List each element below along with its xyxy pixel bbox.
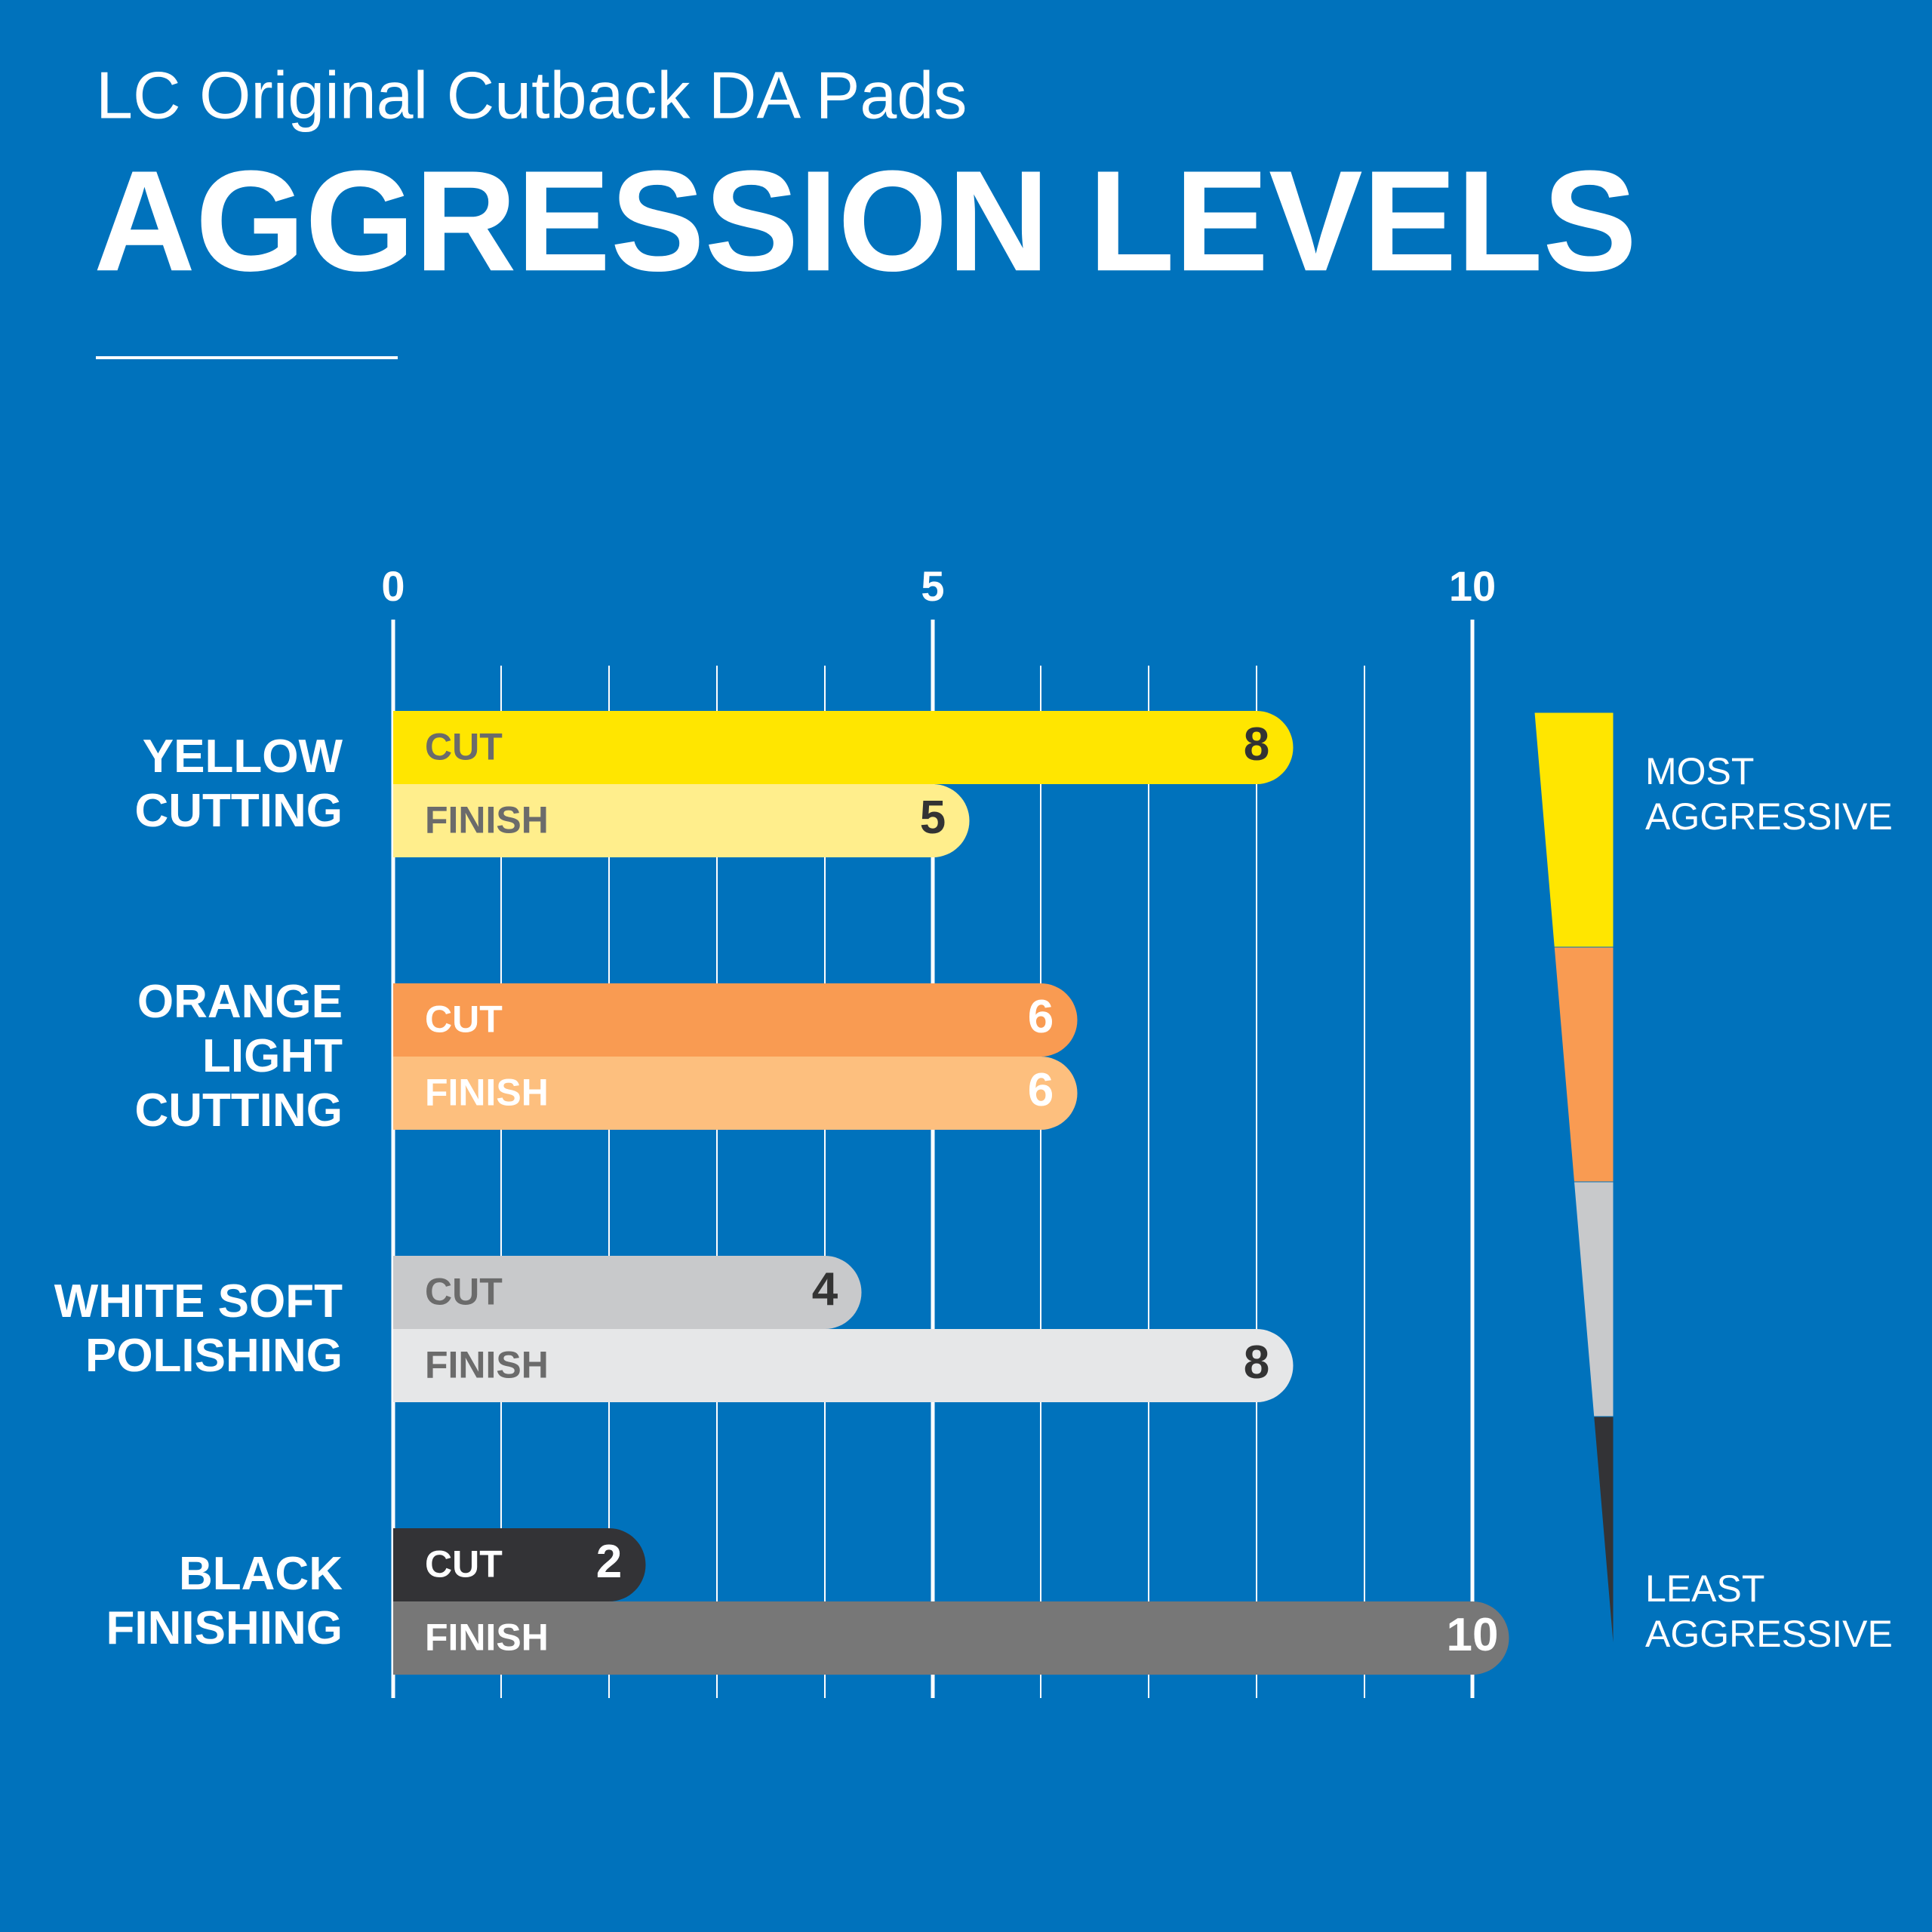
- x-tick-label: 5: [921, 562, 944, 610]
- legend-top-label: MOST AGGRESSIVE: [1645, 750, 1893, 838]
- bar-series-label: FINISH: [425, 1617, 549, 1659]
- subtitle: LC Original Cutback DA Pads: [96, 57, 967, 132]
- chart-title: AGGRESSION LEVELS: [94, 141, 1637, 301]
- value-label: 6: [1028, 1064, 1054, 1116]
- legend-bottom-label: LEAST AGGRESSIVE: [1645, 1567, 1893, 1655]
- bar-series-label: CUT: [425, 726, 503, 768]
- legend-wedge-segment: [1534, 712, 1614, 948]
- bar-series-label: CUT: [425, 1271, 503, 1313]
- legend-wedge-segment: [1553, 946, 1614, 1183]
- category-label: WHITE SOFT POLISHING: [54, 1275, 343, 1382]
- legend-wedge-segment: [1573, 1181, 1614, 1417]
- category-label: ORANGE LIGHT CUTTING: [134, 976, 343, 1137]
- category-label: YELLOW CUTTING: [134, 731, 343, 837]
- bar: [393, 1256, 862, 1329]
- bar-series-label: FINISH: [425, 1072, 549, 1114]
- x-tick-label: 10: [1449, 562, 1496, 610]
- bar-series-label: CUT: [425, 1543, 503, 1586]
- x-tick-label: 0: [381, 562, 405, 610]
- bar-series-label: FINISH: [425, 1344, 549, 1386]
- value-label: 8: [1244, 1337, 1269, 1389]
- value-label: 2: [596, 1536, 622, 1588]
- value-label: 8: [1244, 718, 1269, 771]
- value-label: 6: [1028, 991, 1054, 1043]
- value-label: 4: [812, 1263, 838, 1315]
- bar: [393, 1528, 646, 1601]
- bar: [393, 711, 1294, 784]
- bar: [393, 1329, 1294, 1402]
- bar-series-label: FINISH: [425, 799, 549, 841]
- bar: [393, 1601, 1509, 1675]
- bar: [393, 784, 970, 857]
- bar: [393, 983, 1078, 1057]
- value-label: 10: [1447, 1609, 1499, 1661]
- legend-wedge-segment: [1593, 1416, 1614, 1652]
- bar-series-label: CUT: [425, 998, 503, 1041]
- value-label: 5: [920, 792, 946, 844]
- bar: [393, 1057, 1078, 1130]
- category-label: BLACK FINISHING: [106, 1548, 343, 1654]
